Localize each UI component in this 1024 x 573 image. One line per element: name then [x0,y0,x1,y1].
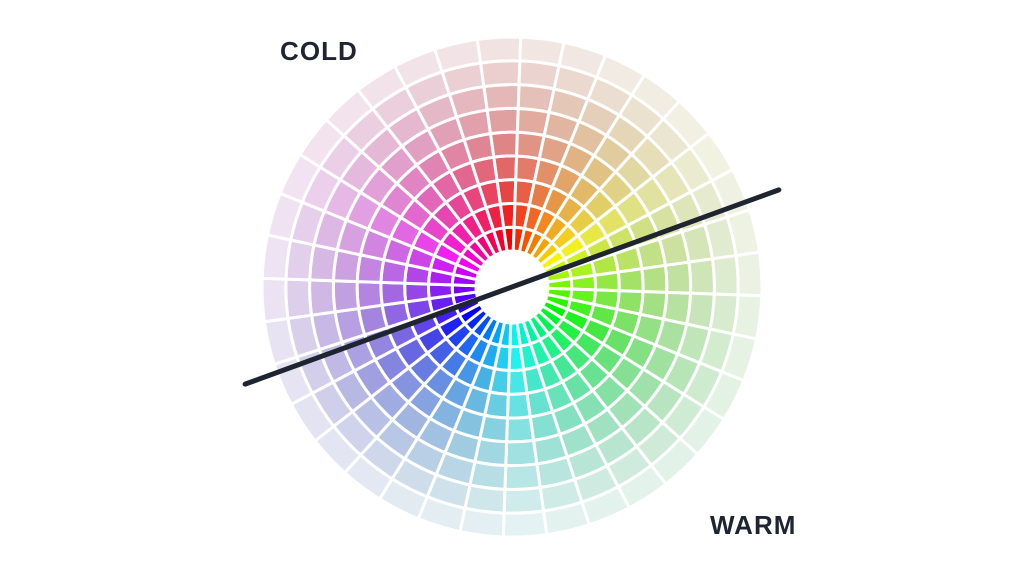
wheel-cell [333,281,358,312]
wheel-cell [505,464,540,490]
wheel-cell [357,282,382,309]
wheel-cell [286,279,312,318]
cold-label: COLD [280,36,358,67]
wheel-cell [262,235,291,279]
wheel-cell [481,61,520,87]
wheel-cell [477,37,521,63]
wheel-cell [507,417,534,442]
wheel-cell [460,508,504,537]
wheel-cell [405,283,430,302]
wheel-cell [733,295,762,339]
wheel-cell [507,393,530,418]
wheel-cell [689,259,715,294]
warm-label: WARM [710,510,796,541]
wheel-cell [618,269,643,292]
wheel-cell [520,37,564,66]
wheel-cell [262,278,288,322]
wheel-cell [595,272,620,291]
color-wheel [0,0,1024,573]
wheel-cell [665,262,690,293]
wheel-cell [642,265,667,292]
wheel-cell [508,370,527,395]
wheel-cell [736,252,762,296]
wheel-cell [381,282,406,305]
wheel-cell [310,280,336,315]
stage: COLD WARM [0,0,1024,573]
wheel-cell [504,487,543,513]
wheel-cell [484,85,519,111]
wheel-cell [506,440,537,465]
wheel-cell [503,511,547,537]
wheel-cell [487,108,518,133]
wheel-cell [712,256,738,295]
